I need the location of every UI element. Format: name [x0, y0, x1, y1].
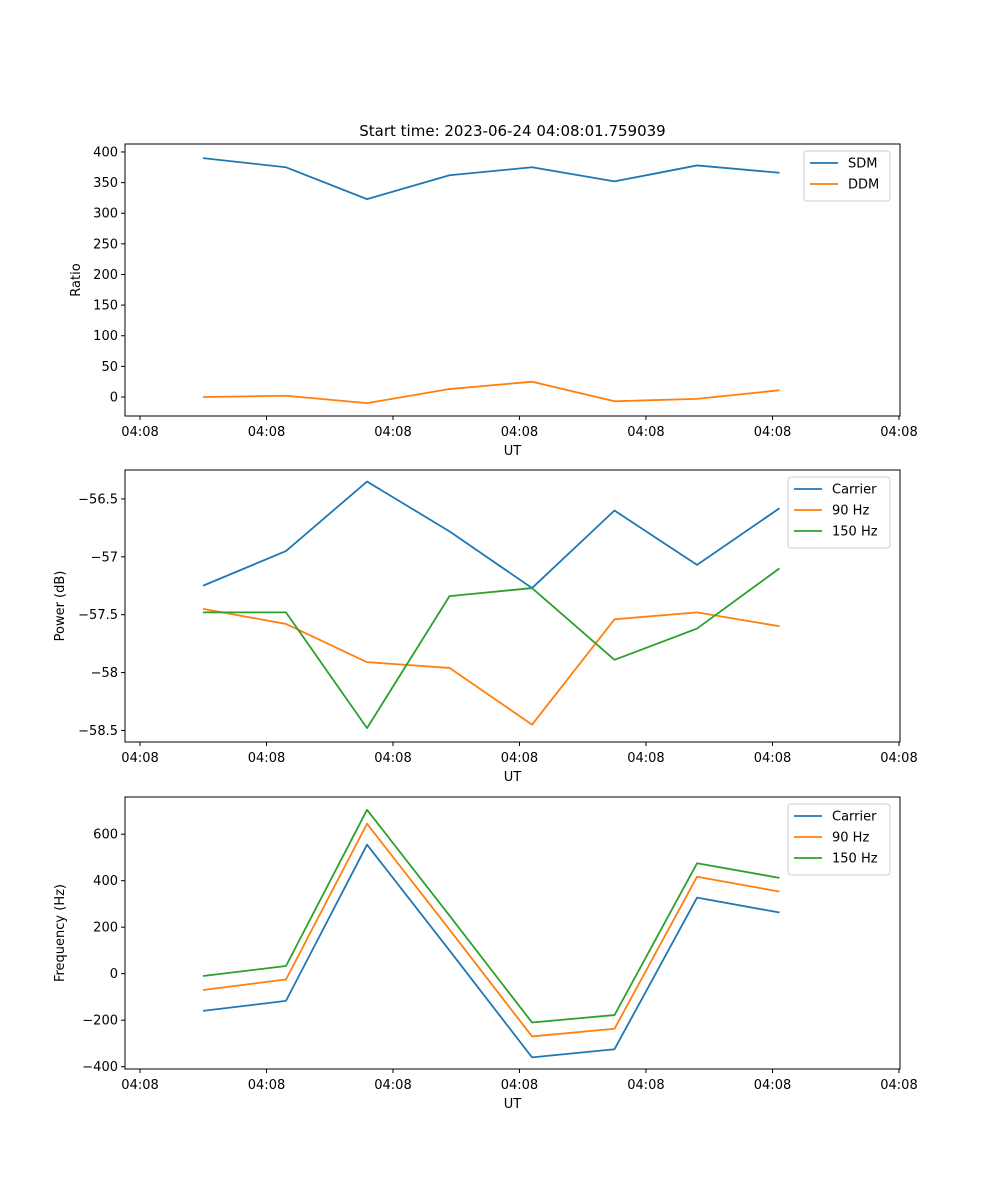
x-tick-label: 04:08: [627, 425, 664, 440]
series-line-sdm: [202, 157, 780, 201]
x-axis-label: UT: [504, 1097, 522, 1112]
legend-label: DDM: [848, 178, 879, 193]
y-tick-label: 200: [93, 921, 118, 936]
x-tick-label: 04:08: [754, 1078, 791, 1093]
x-tick-label: 04:08: [880, 1078, 917, 1093]
x-tick-label: 04:08: [627, 751, 664, 766]
x-tick-label: 04:08: [248, 1078, 285, 1093]
series-line-carrier: [202, 843, 780, 1059]
x-tick-label: 04:08: [248, 751, 285, 766]
x-tick-label: 04:08: [121, 1078, 158, 1093]
y-tick-label: 300: [93, 207, 118, 222]
y-tick-label: 100: [93, 329, 118, 344]
figure-title: Start time: 2023-06-24 04:08:01.759039: [359, 122, 665, 140]
y-tick-label: 400: [93, 145, 118, 160]
y-tick-label: −400: [82, 1060, 118, 1075]
y-tick-label: −57.5: [78, 608, 118, 623]
x-axis-label: UT: [504, 444, 522, 459]
y-tick-label: 0: [110, 967, 118, 982]
axes-frame: [124, 469, 901, 743]
y-tick-label: 150: [93, 299, 118, 314]
y-tick-label: 50: [101, 360, 118, 375]
y-tick-label: 250: [93, 237, 118, 252]
axes-frame: [124, 143, 901, 417]
x-tick-label: 04:08: [754, 425, 791, 440]
x-tick-label: 04:08: [121, 425, 158, 440]
y-tick-label: 0: [110, 391, 118, 406]
y-tick-label: 200: [93, 268, 118, 283]
x-tick-label: 04:08: [374, 1078, 411, 1093]
legend-label: Carrier: [832, 810, 877, 825]
x-tick-label: 04:08: [754, 751, 791, 766]
x-tick-label: 04:08: [627, 1078, 664, 1093]
y-tick-label: 350: [93, 176, 118, 191]
x-tick-label: 04:08: [374, 751, 411, 766]
legend-label: 90 Hz: [832, 831, 869, 846]
y-tick-label: −200: [82, 1014, 118, 1029]
series-line-150-hz: [202, 567, 781, 730]
x-tick-label: 04:08: [880, 425, 917, 440]
legend-label: 90 Hz: [832, 504, 869, 519]
legend-label: 150 Hz: [832, 525, 878, 540]
x-tick-label: 04:08: [501, 425, 538, 440]
y-tick-label: 400: [93, 874, 118, 889]
y-tick-label: −58: [91, 666, 118, 681]
y-axis-label: Power (dB): [53, 571, 68, 642]
x-axis-label: UT: [504, 770, 522, 785]
y-tick-label: 600: [93, 828, 118, 843]
x-tick-label: 04:08: [121, 751, 158, 766]
legend-label: 150 Hz: [832, 852, 878, 867]
legend-label: SDM: [848, 157, 877, 172]
series-line-ddm: [202, 380, 780, 405]
legend: Carrier 90 Hz 150 Hz: [787, 476, 891, 549]
y-axis-label: Frequency (Hz): [53, 884, 68, 982]
chart-panel-3: −400 −200 0 200 400 600 04:08 04:08 04:08 04:08 04…: [53, 796, 918, 1112]
series-line-90-hz: [202, 822, 780, 1038]
series-line-150-hz: [202, 808, 780, 1024]
chart-panel-1: 0 50 100 150 200 250 300 350 400 04:08 04:08 04:08 0…: [69, 143, 918, 459]
x-tick-label: 04:08: [501, 751, 538, 766]
y-axis-label: Ratio: [69, 263, 84, 296]
x-tick-label: 04:08: [501, 1078, 538, 1093]
x-tick-label: 04:08: [880, 751, 917, 766]
y-tick-label: −58.5: [78, 724, 118, 739]
x-tick-label: 04:08: [374, 425, 411, 440]
y-tick-label: −56.5: [78, 492, 118, 507]
series-line-carrier: [202, 480, 780, 589]
x-tick-label: 04:08: [248, 425, 285, 440]
legend: SDM DDM: [803, 150, 891, 202]
y-tick-label: −57: [91, 550, 118, 565]
chart-panel-2: −58.5 −58 −57.5 −57 −56.5 04:08 04:08 04:08 04:0…: [53, 469, 918, 785]
legend: Carrier 90 Hz 150 Hz: [787, 803, 891, 876]
axes-frame: [124, 796, 901, 1070]
legend-label: Carrier: [832, 483, 877, 498]
